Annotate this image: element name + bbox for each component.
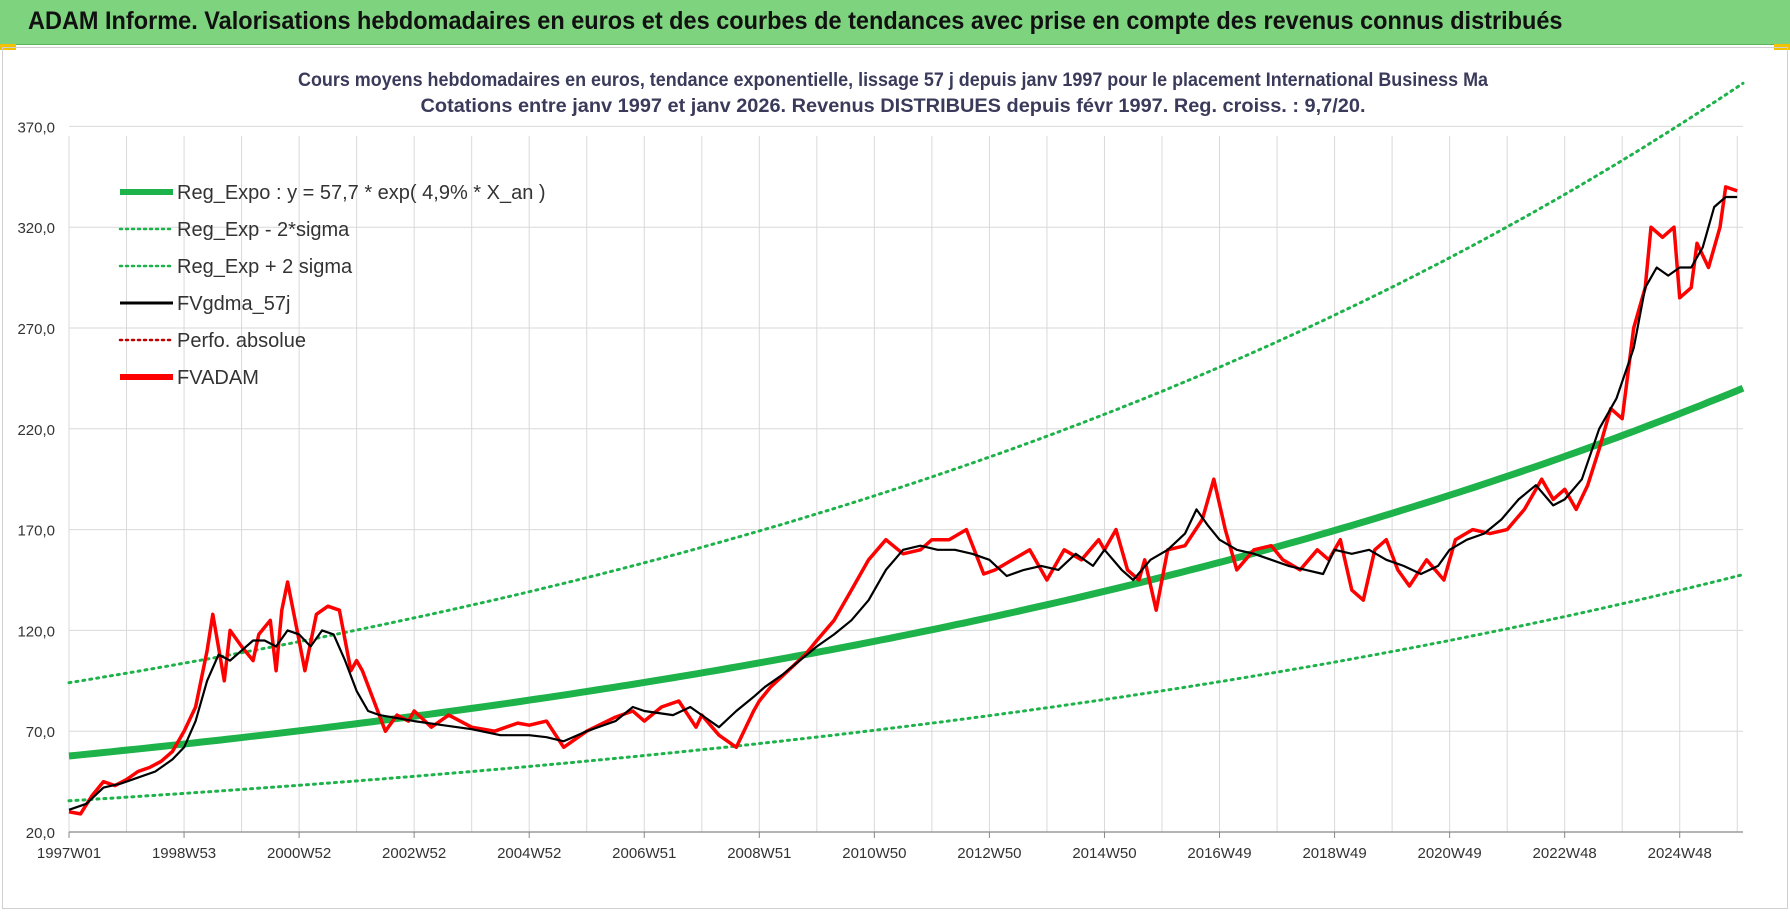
x-tick-label: 2018W49 (1302, 845, 1366, 862)
x-tick-label: 2016W49 (1187, 845, 1251, 862)
x-tick-label: 2002W52 (382, 845, 446, 862)
x-tick-label: 1997W01 (37, 845, 101, 862)
y-tick-label: 370,0 (17, 119, 55, 136)
x-tick-label: 1998W53 (152, 845, 216, 862)
report-banner: ADAM Informe. Valorisations hebdomadaire… (0, 0, 1790, 45)
chart-title-line2: Cotations entre janv 1997 et janv 2026. … (421, 96, 1366, 117)
x-axis: 1997W01 1998W53 2000W52 2002W52 2004W52 2006W… (37, 831, 1743, 862)
price-chart: 20,0 70,0 120,0 170,0 220,0 270,0 320,0 370,0 1… (17, 70, 1745, 862)
x-tick-label: 2008W51 (727, 845, 791, 862)
series-reg-expo (68, 384, 1745, 760)
x-tick-label: 2024W48 (1648, 845, 1712, 862)
chart-frame: 20,0 70,0 120,0 170,0 220,0 270,0 320,0 370,0 1… (2, 47, 1788, 909)
x-tick-label: 2020W49 (1418, 845, 1482, 862)
legend-reg-expo: Reg_Expo : y = 57,7 * exp( 4,9% * X_an ) (177, 182, 546, 204)
series-reg-plus-2sigma (67, 81, 1745, 685)
y-tick-label: 20,0 (26, 825, 55, 842)
x-tick-label: 2000W52 (267, 845, 331, 862)
y-axis: 20,0 70,0 120,0 170,0 220,0 270,0 320,0 370,0 (17, 119, 55, 842)
legend: Reg_Expo : y = 57,7 * exp( 4,9% * X_an )… (118, 182, 546, 389)
x-tick-label: 2010W50 (842, 845, 906, 862)
y-tick-label: 320,0 (17, 220, 55, 237)
y-tick-label: 270,0 (17, 321, 55, 338)
series-fvadam (68, 185, 1738, 816)
y-tick-label: 170,0 (17, 523, 55, 540)
chart-title-line1: Cours moyens hebdomadaires en euros, ten… (298, 70, 1488, 91)
legend-reg-plus-2sigma: Reg_Exp + 2 sigma (177, 256, 353, 278)
y-tick-label: 120,0 (17, 623, 55, 640)
grid-layer (68, 125, 1743, 833)
x-tick-label: 2012W50 (957, 845, 1021, 862)
legend-fvadam: FVADAM (177, 367, 259, 389)
legend-perfo-absolue: Perfo. absolue (177, 330, 306, 352)
x-tick-label: 2022W48 (1533, 845, 1597, 862)
series-fvgdma-57j (68, 195, 1738, 811)
x-tick-label: 2004W52 (497, 845, 561, 862)
legend-fvgdma: FVgdma_57j (177, 293, 290, 315)
x-tick-label: 2006W51 (612, 845, 676, 862)
y-tick-label: 70,0 (26, 724, 55, 741)
series-layer (67, 81, 1745, 816)
legend-reg-minus-2sigma: Reg_Exp - 2*sigma (177, 219, 350, 241)
x-tick-label: 2014W50 (1072, 845, 1136, 862)
y-tick-label: 220,0 (17, 422, 55, 439)
series-reg-minus-2sigma (67, 573, 1745, 803)
report-title: ADAM Informe. Valorisations hebdomadaire… (28, 7, 1563, 35)
